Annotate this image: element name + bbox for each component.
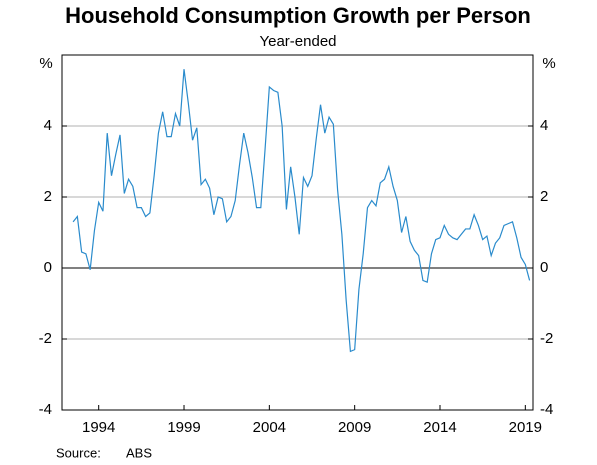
y-tick-label-left: -2 (39, 330, 52, 347)
x-tick-label: 2014 (423, 419, 456, 436)
chart-title: Household Consumption Growth per Person (65, 3, 531, 28)
y-tick-label-left: 0 (44, 259, 52, 276)
source-label: Source: (56, 445, 101, 460)
y-tick-label-right: 4 (540, 117, 548, 134)
x-tick-label: 2009 (338, 419, 371, 436)
x-tick-label: 2019 (509, 419, 542, 436)
y-tick-label-right: -4 (540, 401, 553, 418)
y-tick-label-left: 4 (44, 117, 52, 134)
y-tick-label-right: 2 (540, 188, 548, 205)
source: ABS (126, 445, 152, 460)
data-line (72, 69, 531, 353)
x-tick-label: 2004 (253, 419, 286, 436)
chart-subtitle: Year-ended (259, 33, 336, 50)
y-unit-right: % (542, 55, 555, 72)
y-tick-label-left: 2 (44, 188, 52, 205)
plot-frame (61, 54, 534, 411)
y-tick-label-left: -4 (39, 401, 52, 418)
x-tick-label: 1999 (167, 419, 200, 436)
x-tick-label: 1994 (82, 419, 115, 436)
y-tick-label-right: -2 (540, 330, 553, 347)
y-tick-label-right: 0 (540, 259, 548, 276)
y-unit-left: % (39, 55, 52, 72)
